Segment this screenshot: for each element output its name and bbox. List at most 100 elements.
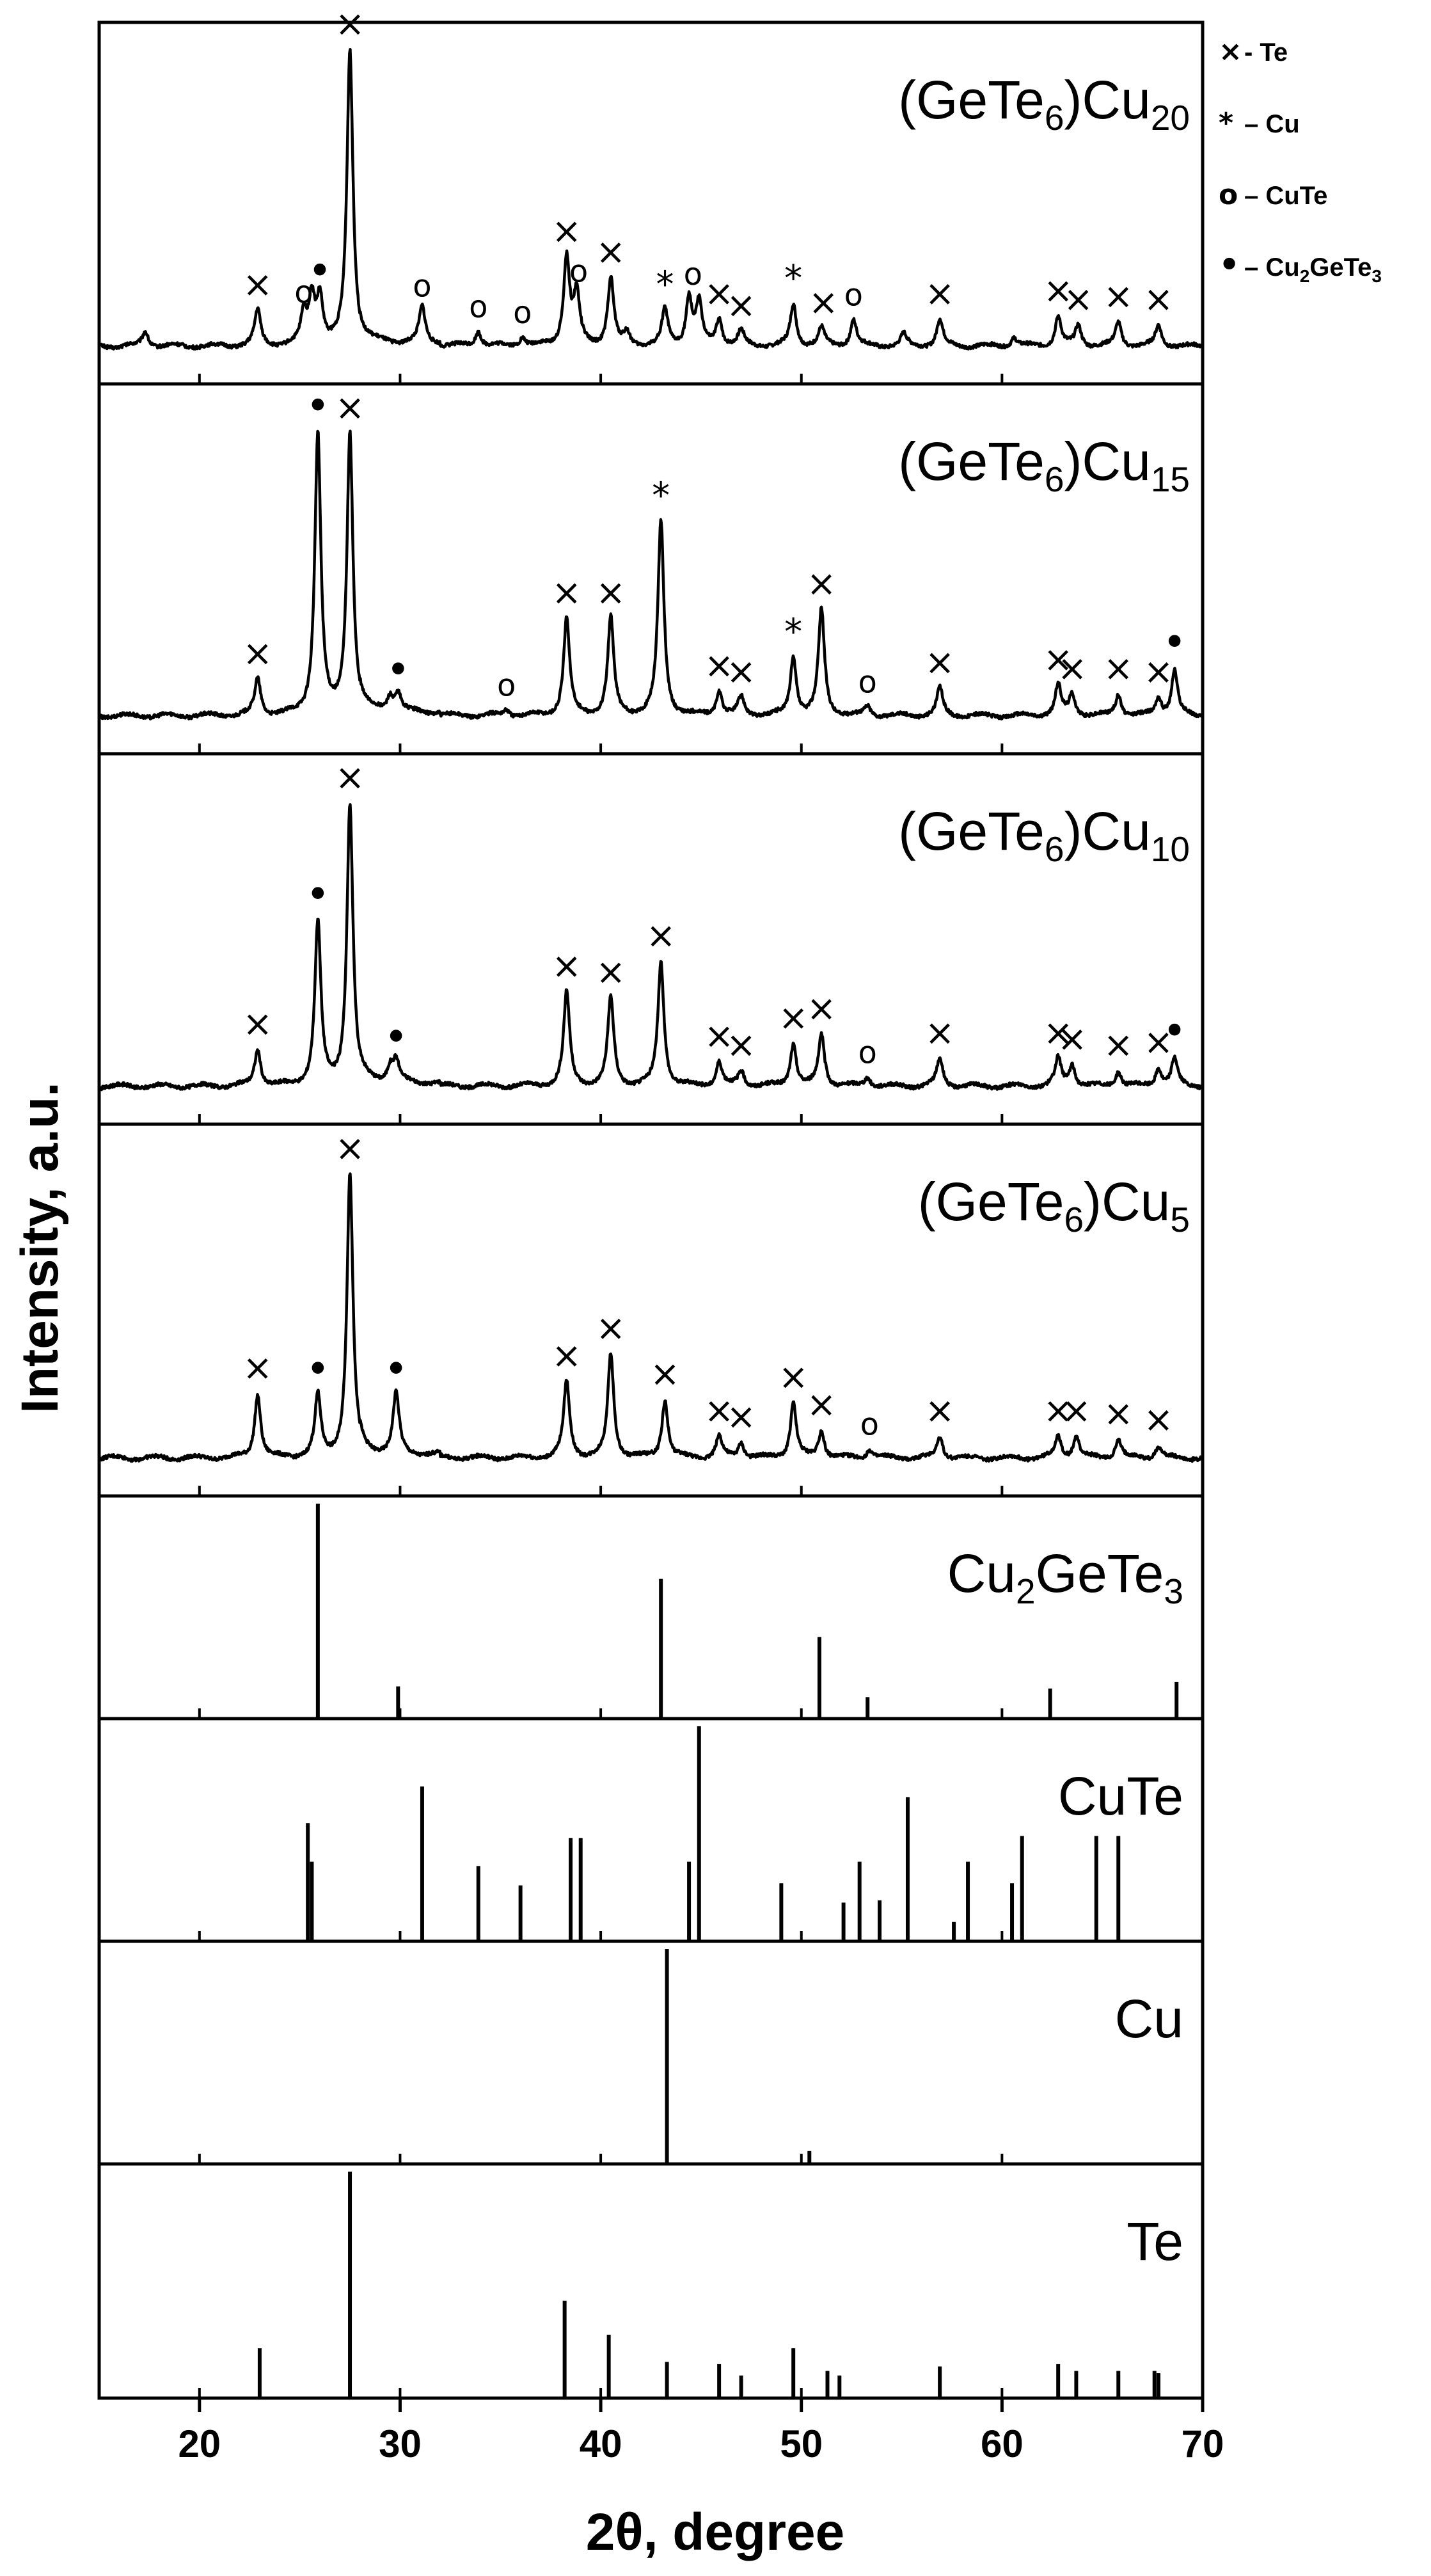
cu2gete3-peak-marker: • bbox=[386, 646, 410, 694]
panel-frame bbox=[97, 2162, 1205, 2400]
legend-marker-cross: × bbox=[1219, 35, 1242, 68]
te-peak-marker: × bbox=[551, 946, 581, 987]
cu-peak-marker: * bbox=[784, 612, 802, 653]
te-peak-marker: × bbox=[596, 1308, 626, 1349]
te-peak-marker: × bbox=[1043, 1012, 1073, 1054]
cu2gete3-peak-marker: • bbox=[1162, 1008, 1187, 1055]
te-peak-marker: × bbox=[1103, 276, 1134, 317]
te-peak-marker: × bbox=[551, 1335, 581, 1377]
legend-marker-circle: o bbox=[1219, 179, 1238, 211]
cute-peak-marker: o bbox=[569, 253, 588, 289]
cu-peak-marker: * bbox=[784, 258, 802, 299]
reference-panel-te: Te bbox=[97, 2162, 1205, 2400]
x-tick-label: 30 bbox=[379, 2422, 422, 2465]
te-peak-marker: × bbox=[1063, 279, 1093, 321]
te-peak-marker: × bbox=[1057, 1019, 1087, 1060]
reference-panel-cute: CuTe bbox=[97, 1717, 1205, 1943]
cu2gete3-peak-marker: • bbox=[308, 248, 332, 295]
te-peak-marker: × bbox=[1103, 648, 1134, 690]
xrd-panel-10: ×•×•× ××××××o × ×× × ×•(GeTe6)Cu10 bbox=[97, 752, 1205, 1126]
cute-peak-marker: o bbox=[858, 665, 877, 701]
te-peak-marker: × bbox=[925, 642, 955, 683]
te-peak-marker: × bbox=[335, 757, 365, 799]
x-axis: 20 30 40 50 60 70 bbox=[178, 2398, 1224, 2465]
te-peak-marker: × bbox=[551, 572, 581, 614]
xrd-pattern-line bbox=[97, 429, 1204, 720]
reference-panel-label: CuTe bbox=[1058, 1766, 1183, 1826]
legend-marker-asterisk: * bbox=[1219, 107, 1233, 139]
cute-peak-marker: o bbox=[513, 295, 532, 331]
cu2gete3-peak-marker: • bbox=[384, 1346, 408, 1393]
te-peak-marker: × bbox=[726, 651, 756, 692]
panels: × o•×oo o×o ×* o ××*× o × ×× × ×(GeTe6)Cu20×• ×• o× ×… bbox=[97, 3, 1205, 2400]
te-peak-marker: × bbox=[242, 633, 273, 674]
te-peak-marker: × bbox=[704, 1015, 734, 1057]
xrd-panel-5: × •×• ××××××× o × ×× × ×(GeTe6)Cu5 bbox=[97, 1122, 1205, 1498]
te-peak-marker: × bbox=[779, 997, 809, 1038]
te-peak-marker: × bbox=[1144, 279, 1174, 321]
te-peak-marker: × bbox=[925, 273, 955, 314]
reference-panel-label: Cu bbox=[1115, 1989, 1183, 2049]
legend-entry-text: – CuTe bbox=[1244, 182, 1327, 210]
te-peak-marker: × bbox=[242, 1003, 273, 1045]
xrd-panel-label: (GeTe6)Cu15 bbox=[898, 431, 1190, 499]
te-peak-marker: × bbox=[704, 645, 734, 687]
cute-peak-marker: o bbox=[684, 257, 702, 292]
te-peak-marker: × bbox=[809, 282, 839, 323]
x-axis-label: 2θ, degree bbox=[586, 2503, 844, 2561]
te-peak-marker: × bbox=[925, 1012, 955, 1054]
cute-peak-marker: o bbox=[844, 277, 863, 313]
te-peak-marker: × bbox=[596, 572, 626, 614]
xrd-pattern-line bbox=[97, 1172, 1204, 1463]
te-peak-marker: × bbox=[807, 563, 837, 605]
te-peak-marker: × bbox=[596, 232, 626, 273]
te-peak-marker: × bbox=[1057, 648, 1087, 690]
cute-peak-marker: o bbox=[294, 274, 313, 310]
legend-entry-text: – Cu2GeTe3 bbox=[1244, 253, 1382, 286]
te-peak-marker: × bbox=[726, 1024, 756, 1066]
te-peak-marker: × bbox=[1043, 270, 1073, 312]
x-tick-label: 70 bbox=[1182, 2422, 1224, 2465]
x-tick-label: 40 bbox=[580, 2422, 622, 2465]
cute-peak-marker: o bbox=[497, 667, 516, 703]
te-peak-marker: × bbox=[650, 1353, 680, 1395]
cute-peak-marker: o bbox=[858, 1035, 877, 1071]
te-peak-marker: × bbox=[1144, 1399, 1174, 1441]
te-peak-marker: × bbox=[925, 1390, 955, 1431]
xrd-panel-20: × o•×oo o×o ×* o ××*× o × ×× × ×(GeTe6)Cu20 bbox=[97, 3, 1205, 386]
te-peak-marker: × bbox=[646, 915, 676, 957]
te-peak-marker: × bbox=[704, 273, 734, 314]
te-peak-marker: × bbox=[1043, 1390, 1073, 1431]
te-peak-marker: × bbox=[335, 1128, 365, 1170]
reference-panel-cu: Cu bbox=[97, 1939, 1205, 2166]
legend-entry-text: – Cu bbox=[1244, 110, 1300, 138]
te-peak-marker: × bbox=[242, 264, 273, 306]
xrd-panel-label: (GeTe6)Cu10 bbox=[898, 801, 1190, 869]
cu2gete3-peak-marker: • bbox=[306, 871, 330, 918]
y-axis-label: Intensity, a.u. bbox=[11, 1082, 69, 1413]
te-peak-marker: × bbox=[1144, 651, 1174, 692]
x-tick-label: 60 bbox=[981, 2422, 1024, 2465]
reference-panel-label: Cu2GeTe3 bbox=[947, 1543, 1183, 1611]
xrd-pattern-line bbox=[97, 803, 1204, 1092]
cute-peak-marker: o bbox=[469, 289, 487, 325]
te-peak-marker: × bbox=[726, 285, 756, 326]
legend: × - Te * – Cu o – CuTe • – Cu2GeTe3 bbox=[1219, 35, 1382, 286]
te-peak-marker: × bbox=[242, 1348, 273, 1389]
xrd-panel-label: (GeTe6)Cu20 bbox=[898, 70, 1190, 138]
te-peak-marker: × bbox=[1144, 1021, 1174, 1063]
cute-peak-marker: o bbox=[413, 269, 431, 305]
te-peak-marker: × bbox=[1061, 1390, 1091, 1431]
cu-peak-marker: * bbox=[652, 475, 670, 516]
te-peak-marker: × bbox=[1103, 1024, 1134, 1066]
cu2gete3-peak-marker: • bbox=[1162, 619, 1187, 667]
te-peak-marker: × bbox=[551, 211, 581, 252]
te-peak-marker: × bbox=[1043, 639, 1073, 680]
xrd-panel-label: (GeTe6)Cu5 bbox=[918, 1172, 1190, 1239]
cu2gete3-peak-marker: • bbox=[306, 1346, 330, 1393]
x-tick-label: 50 bbox=[780, 2422, 823, 2465]
reference-panel-label: Te bbox=[1127, 2211, 1183, 2271]
cute-peak-marker: o bbox=[860, 1406, 879, 1442]
